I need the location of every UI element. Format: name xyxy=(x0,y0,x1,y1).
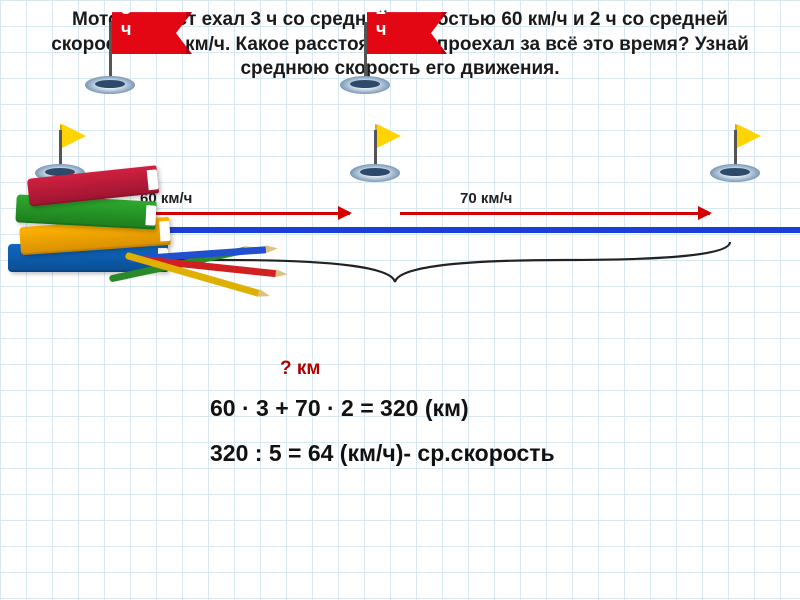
pennant-icon xyxy=(737,124,761,148)
flag-label-2: 2 ч xyxy=(376,0,386,40)
books-and-pencils xyxy=(8,112,248,272)
flag-label-1: 3 ч xyxy=(121,0,131,40)
unknown-distance-label: ? км xyxy=(280,358,320,380)
flag-pole xyxy=(109,22,112,82)
solution-line-2: 320 : 5 = 64 (км/ч)- ср.скорость xyxy=(210,440,555,467)
marker-stand xyxy=(710,164,760,182)
arrow-segment-2 xyxy=(400,212,710,215)
content-area: Мотоциклист ехал 3 ч со средней скорость… xyxy=(0,0,800,272)
solution-line-1: 60 · 3 + 70 · 2 = 320 (км) xyxy=(210,395,469,422)
flag-pole xyxy=(364,22,367,82)
arrow-head-icon xyxy=(698,206,712,220)
marker-stand xyxy=(350,164,400,182)
flag-stand xyxy=(340,76,390,94)
speed-label-2: 70 км/ч xyxy=(460,190,512,207)
pennant-icon xyxy=(377,124,401,148)
flag-stand xyxy=(85,76,135,94)
arrow-head-icon xyxy=(338,206,352,220)
